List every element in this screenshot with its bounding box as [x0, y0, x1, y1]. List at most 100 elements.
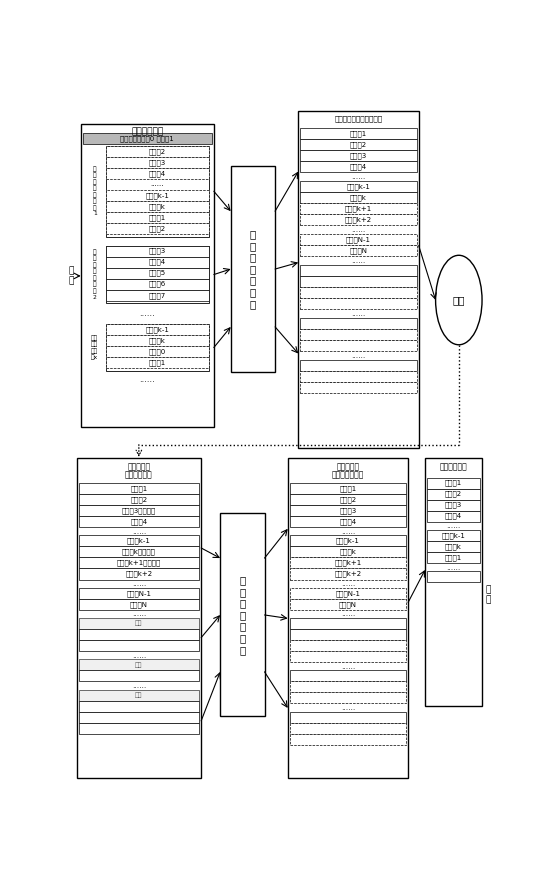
Text: 丢失: 丢失 [135, 662, 143, 668]
Bar [290, 693, 406, 704]
Text: 里德所罗门: 里德所罗门 [336, 462, 360, 471]
Bar [78, 660, 199, 670]
Text: 输
出: 输 出 [486, 585, 491, 604]
Bar [427, 552, 480, 563]
Bar [78, 640, 199, 651]
Text: 数据刄1: 数据刄1 [445, 554, 462, 561]
Bar [427, 500, 480, 510]
Text: 数据刄2: 数据刄2 [445, 491, 462, 497]
Bar [290, 558, 406, 569]
Bar [106, 168, 209, 179]
Text: 数据刄1: 数据刄1 [350, 131, 367, 137]
Bar [106, 146, 209, 156]
Text: ......: ...... [132, 681, 146, 690]
Bar [78, 712, 199, 722]
Bar [290, 681, 406, 693]
Bar [290, 569, 406, 579]
Text: 编解码数据包: 编解码数据包 [125, 470, 153, 479]
Bar [78, 546, 199, 558]
Bar [78, 569, 199, 579]
Bar [78, 587, 199, 599]
Bar [300, 234, 416, 245]
Text: 输
入: 输 入 [68, 266, 74, 286]
Bar [427, 541, 480, 552]
Bar [300, 340, 416, 351]
Bar [78, 618, 199, 629]
Bar [290, 618, 406, 629]
Text: 数据包k: 数据包k [350, 194, 367, 201]
Text: 数据包k+1（丢失）: 数据包k+1（丢失） [117, 560, 161, 566]
Text: ......: ...... [352, 256, 366, 265]
Text: 数据刄3: 数据刄3 [340, 508, 356, 514]
Bar [106, 223, 209, 234]
Text: ......: ...... [352, 351, 366, 360]
Bar [300, 245, 416, 256]
Bar [290, 651, 406, 662]
Bar [300, 139, 416, 150]
Bar [290, 599, 406, 610]
Text: ......: ...... [341, 703, 355, 712]
Bar [290, 505, 406, 516]
Text: ......: ...... [341, 610, 355, 619]
Bar [106, 190, 209, 201]
Text: 数据刄2: 数据刄2 [130, 496, 148, 503]
Text: 数据包k-1: 数据包k-1 [127, 537, 151, 544]
Text: 数据包k+2: 数据包k+2 [335, 570, 361, 578]
Bar [106, 335, 209, 346]
Text: 数据刄3: 数据刄3 [445, 502, 462, 509]
Text: ......: ...... [446, 562, 461, 571]
Bar [106, 212, 209, 223]
Bar [290, 640, 406, 651]
Bar [427, 530, 480, 541]
Bar [290, 536, 406, 546]
Text: ......: ...... [352, 309, 366, 318]
Bar [290, 546, 406, 558]
Text: 数据刄2: 数据刄2 [350, 141, 367, 148]
Text: 数据包N-1: 数据包N-1 [346, 236, 371, 243]
Text: 丢失: 丢失 [135, 692, 143, 698]
Bar [300, 298, 416, 309]
Text: 里
德
所
罗
门
解
码: 里 德 所 罗 门 解 码 [239, 575, 245, 654]
Text: 数据包k-1: 数据包k-1 [146, 192, 169, 198]
Text: 数据刄4: 数据刄4 [149, 259, 166, 266]
Bar [220, 513, 264, 716]
Bar [78, 494, 199, 505]
Text: 数据刄1: 数据刄1 [130, 485, 148, 492]
Bar [300, 192, 416, 203]
Bar [290, 670, 406, 681]
Text: ......: ...... [446, 521, 461, 530]
Bar [106, 267, 209, 279]
Text: 数据刄1: 数据刄1 [445, 480, 462, 486]
Text: 数据刄4: 数据刄4 [350, 164, 367, 170]
Bar [106, 346, 209, 358]
Text: ......: ...... [132, 579, 146, 588]
Text: 数据刄1: 数据刄1 [149, 215, 166, 221]
Text: 数据包k-1: 数据包k-1 [336, 537, 360, 544]
Text: ......: ...... [132, 651, 146, 660]
Text: ......: ...... [341, 579, 355, 588]
Bar [425, 459, 482, 706]
Bar [300, 276, 416, 287]
Bar [106, 358, 209, 368]
Bar [78, 689, 199, 701]
Text: 数据刄2: 数据刄2 [149, 225, 166, 232]
Bar [300, 203, 416, 214]
Text: 数据包k: 数据包k [149, 203, 166, 210]
Text: 数据包k（丢失）: 数据包k（丢失） [122, 549, 156, 555]
Bar [290, 712, 406, 722]
Bar [300, 318, 416, 329]
Bar [290, 494, 406, 505]
Text: 数据包k-1: 数据包k-1 [146, 326, 169, 333]
Bar [300, 214, 416, 225]
Text: 里
德
所
罗
门
编
码: 里 德 所 罗 门 编 码 [250, 229, 256, 308]
Text: 网络
抽象
层单
元x: 网络 抽象 层单 元x [90, 335, 98, 360]
Bar [78, 536, 199, 546]
Text: 数据刄0: 数据刄0 [149, 349, 166, 355]
Bar [78, 629, 199, 640]
Text: ......: ...... [140, 308, 155, 317]
Text: ......: ...... [341, 527, 355, 536]
Text: 数据刄1: 数据刄1 [149, 359, 166, 366]
Text: 数据包k+1: 数据包k+1 [345, 205, 372, 212]
Text: 数据包k: 数据包k [445, 544, 462, 550]
Bar [106, 146, 209, 237]
